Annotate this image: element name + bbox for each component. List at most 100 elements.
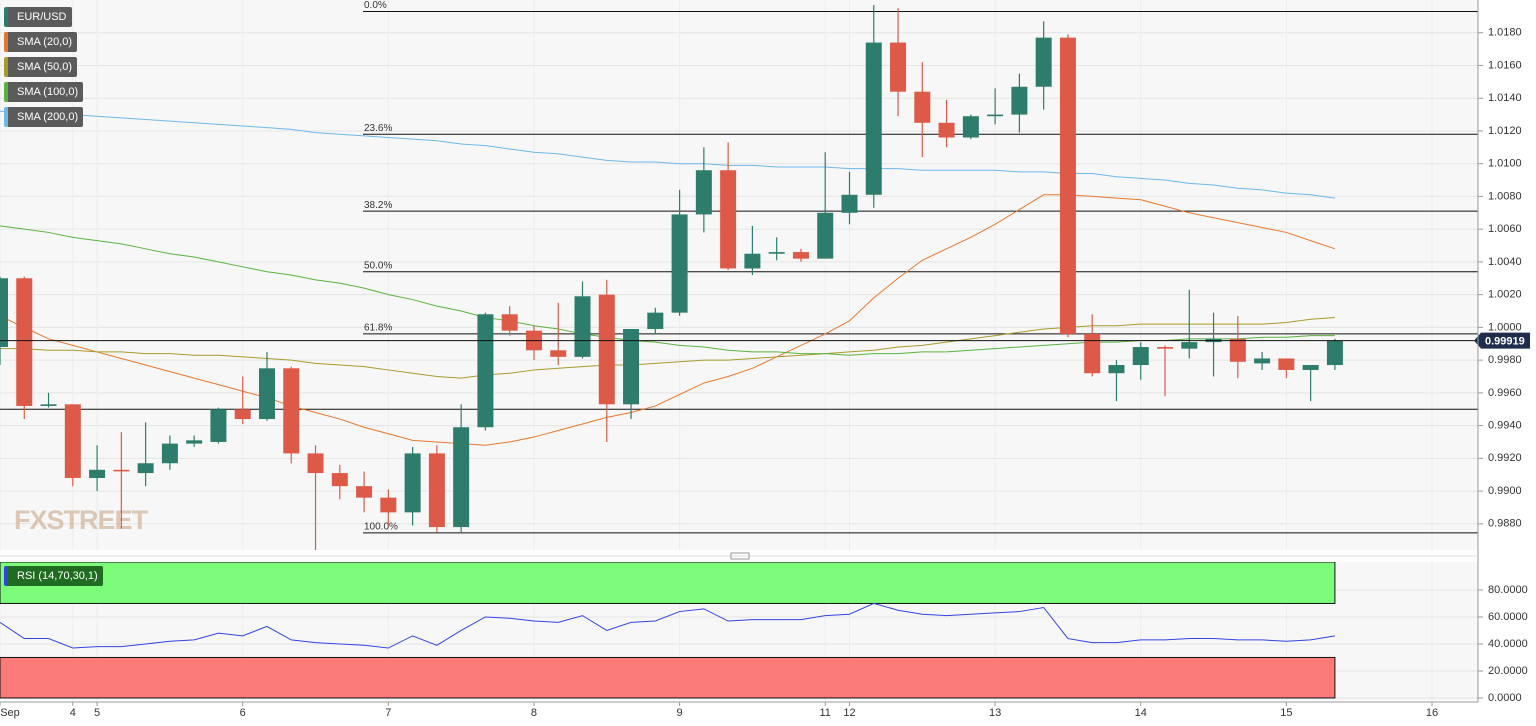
y-tick-label: 0.9900 <box>1488 485 1522 497</box>
x-tick-label: 16 <box>1426 707 1438 719</box>
candle-body <box>720 170 737 269</box>
watermark: FXSTREET <box>14 505 149 535</box>
price-tag: 0.99919 <box>1485 336 1525 348</box>
legend-entry: SMA (200,0) <box>4 107 84 127</box>
y-tick-label: 0.9920 <box>1488 452 1522 464</box>
y-tick-label: 1.0080 <box>1488 190 1522 202</box>
rsi-line <box>0 602 1336 649</box>
y-tick-label: 0.0000 <box>1488 692 1522 704</box>
x-tick-label: 13 <box>989 707 1001 719</box>
candle-body <box>356 486 373 498</box>
candle-body <box>550 350 567 357</box>
x-tick-label: 7 <box>385 707 391 719</box>
y-tick-label: 1.0060 <box>1488 223 1522 235</box>
y-tick-label: 40.0000 <box>1488 638 1528 650</box>
candle-body <box>914 91 931 123</box>
candle-body <box>1254 358 1271 364</box>
candle-body <box>0 278 8 348</box>
candle-body <box>428 453 445 528</box>
rsi-legend: RSI (14,70,30,1) <box>4 566 103 586</box>
y-tick-label: 0.9940 <box>1488 420 1522 432</box>
y-tick-label: 1.0160 <box>1488 59 1522 71</box>
legend-entry: SMA (50,0) <box>4 57 78 77</box>
sma-line <box>0 317 1335 379</box>
candle-body <box>695 170 712 215</box>
candle-body <box>744 253 761 269</box>
candle-body <box>1181 342 1198 349</box>
candle-body <box>574 296 591 357</box>
y-tick-label: 80.0000 <box>1488 584 1528 596</box>
candle-body <box>1108 365 1125 374</box>
sma-line <box>0 194 1336 446</box>
y-tick-label: 1.0180 <box>1488 27 1522 39</box>
candle-body <box>1084 333 1101 374</box>
candle-body <box>1157 347 1174 349</box>
x-tick-label: 4 <box>70 707 76 719</box>
candle-body <box>137 463 154 474</box>
candle-body <box>1326 340 1343 366</box>
candle-body <box>890 42 907 92</box>
sma-line <box>0 225 1335 356</box>
candle-body <box>258 368 275 420</box>
y-tick-label: 1.0000 <box>1488 321 1522 333</box>
candle-body <box>1059 37 1076 334</box>
level-label: 61.8% <box>364 323 392 334</box>
rsi-band <box>0 656 1336 699</box>
candle-body <box>1132 347 1149 366</box>
candle-body <box>404 453 421 513</box>
price-tag-bg <box>1474 332 1530 349</box>
level-label: 100.0% <box>364 521 398 532</box>
x-tick-label: 11 <box>820 707 831 719</box>
x-tick-label: 14 <box>1135 707 1147 719</box>
candle-body <box>1011 86 1028 115</box>
y-tick-label: 0.9880 <box>1488 518 1522 530</box>
y-tick-label: 20.0000 <box>1488 665 1528 677</box>
rsi-band <box>0 562 1336 604</box>
level-label: 50.0% <box>364 260 392 271</box>
y-tick-label: 1.0040 <box>1488 256 1522 268</box>
candle-body <box>1278 358 1295 370</box>
candle-body <box>623 329 640 405</box>
candle-body <box>307 453 324 474</box>
legend-entry: SMA (100,0) <box>4 82 84 102</box>
candle-body <box>817 212 834 259</box>
level-label: 38.2% <box>364 200 392 211</box>
x-tick-label: 12 <box>843 707 855 719</box>
x-tick-label: 15 <box>1280 707 1292 719</box>
candle-body <box>962 116 979 138</box>
level-label: 0.0% <box>364 0 387 11</box>
candle-body <box>283 368 300 454</box>
candle-body <box>477 314 494 428</box>
level-label: 23.6% <box>364 123 392 134</box>
candle-body <box>453 427 470 528</box>
candle-body <box>841 194 858 213</box>
main-plot: FXSTREET 0.0% 23.6% 38.2% 50.0% 61.8% 100.0% <box>0 0 1478 550</box>
rsi-plot <box>0 562 1478 700</box>
candle-body <box>161 443 178 464</box>
candle-body <box>938 122 955 138</box>
y-tick-label: 0.9960 <box>1488 387 1522 399</box>
y-tick-label: 0.9980 <box>1488 354 1522 366</box>
x-tick-label: Sep <box>0 707 20 719</box>
x-tick-label: 8 <box>531 707 537 719</box>
candle-body <box>501 314 518 331</box>
legend-title: EUR/USD <box>4 7 72 27</box>
legend-entry: RSI (14,70,30,1) <box>4 566 103 586</box>
candle-body <box>186 440 203 444</box>
candle-body <box>792 252 809 259</box>
candle-body <box>865 42 882 195</box>
candle-body <box>671 214 688 313</box>
y-tick-label: 1.0100 <box>1488 158 1522 170</box>
main-plot-bg <box>0 0 1478 550</box>
sma-line <box>0 110 1335 199</box>
y-tick-label: 1.0020 <box>1488 289 1522 301</box>
y-tick-label: 60.0000 <box>1488 611 1528 623</box>
legend: EUR/USD SMA (20,0) SMA (50,0) SMA (100,0) S… <box>4 7 84 127</box>
pane-splitter[interactable] <box>730 552 750 560</box>
candle-body <box>1302 365 1319 370</box>
candle-body <box>210 409 227 442</box>
candle-body <box>647 312 664 330</box>
candle-body <box>598 294 615 405</box>
candle-body <box>234 409 251 420</box>
